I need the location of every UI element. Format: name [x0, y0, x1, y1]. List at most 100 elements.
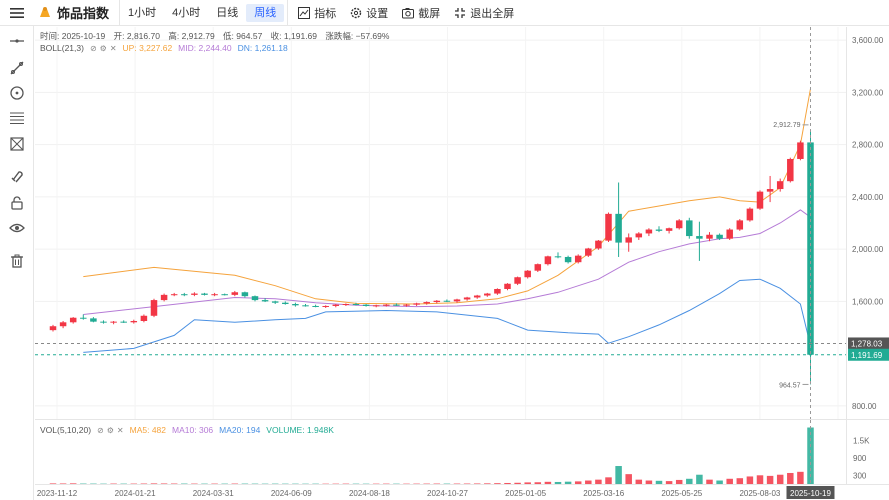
candle-body [332, 304, 340, 306]
settings-button[interactable]: 设置 [343, 0, 395, 26]
candle-body [463, 297, 471, 300]
vol-name: VOL(5,10,20) [40, 425, 92, 435]
candle-body [362, 304, 370, 306]
volume-bar [544, 481, 552, 484]
candle-body [292, 304, 299, 306]
fib-icon[interactable] [5, 107, 29, 129]
exit-fullscreen-icon [455, 7, 466, 18]
timeframe-4h[interactable]: 4小时 [172, 6, 201, 19]
exit-fullscreen-button[interactable]: 退出全屏 [447, 0, 521, 26]
price-axis[interactable]: 3,600.00 3,200.00 2,800.00 2,400.00 2,000.00… [846, 27, 889, 419]
indicator-button[interactable]: 指标 [291, 0, 343, 26]
candle-body [302, 305, 309, 307]
candle-body [605, 213, 612, 241]
candle-body [494, 288, 501, 294]
candle-body [675, 220, 683, 229]
volume-readout: VOLUME: 1.948K [266, 425, 334, 435]
timeframe-daily[interactable]: 日线 [216, 6, 239, 19]
volume-bar [797, 471, 804, 484]
volume-bar [706, 479, 713, 484]
candle-body [746, 208, 754, 221]
circle-tool-icon[interactable] [5, 82, 29, 104]
candle-body [484, 293, 491, 296]
timeframe-weekly[interactable]: 周线 [246, 3, 285, 22]
price-tick-label: 2,800.00 [852, 141, 884, 150]
boll-hide-icon[interactable]: ⊘ [89, 43, 97, 53]
boll-up-line [83, 88, 811, 305]
pane-divider[interactable] [35, 419, 889, 420]
candle-body [403, 304, 410, 306]
volume-bar [160, 483, 168, 484]
screenshot-label: 截屏 [418, 7, 441, 20]
ohlc-legend: 时间: 2025-10-19 开: 2,816.70 高: 2,912.79 低… [40, 30, 395, 42]
magnet-icon[interactable] [5, 165, 29, 187]
hamburger-menu-icon[interactable] [0, 0, 34, 26]
vol-ma10-readout: MA10: 306 [172, 425, 214, 435]
candle-body [201, 293, 208, 295]
candle-body [383, 304, 390, 306]
time-tick-label: 2024-10-27 [427, 489, 468, 498]
price-chart[interactable]: 2,912.79 964.57 [35, 27, 846, 419]
candle-body [544, 256, 552, 265]
boll-up-readout: UP: 3,227.62 [122, 43, 173, 53]
boll-close-icon[interactable]: ✕ [109, 43, 117, 53]
boll-dn-line [83, 278, 811, 353]
vol-hide-icon[interactable]: ⊘ [97, 425, 104, 435]
candle-body [221, 294, 228, 296]
candle-body [352, 304, 360, 306]
vol-settings-icon[interactable]: ⚙ [106, 425, 114, 435]
boll-settings-icon[interactable]: ⚙ [99, 43, 107, 53]
price-tick-label: 2,400.00 [852, 193, 884, 202]
gear-icon [351, 7, 362, 18]
volume-bar [574, 481, 582, 484]
vol-close-icon[interactable]: ✕ [116, 425, 124, 435]
drawing-toolbar [0, 26, 34, 500]
last-price-tag: 1,191.69 [851, 351, 883, 360]
horizontal-line-icon[interactable] [5, 30, 29, 52]
volume-bar [787, 472, 794, 484]
candle-body [524, 270, 531, 278]
indicator-icon [298, 6, 311, 19]
top-toolbar: 饰品指数 1小时 4小时 日线 周线 指标 设置 截屏 退出全屏 [0, 0, 889, 26]
timeframe-1h[interactable]: 1小时 [128, 6, 157, 19]
candle-body [231, 292, 239, 295]
candle-body [372, 305, 380, 307]
volume-bar [534, 482, 542, 484]
candle-body [251, 296, 259, 301]
candle-body [585, 248, 592, 256]
eye-icon[interactable] [5, 217, 29, 239]
time-axis[interactable]: 2023-11-12 2024-01-21 2024-03-31 2024-06-09… [35, 484, 889, 500]
screenshot-button[interactable]: 截屏 [395, 0, 447, 26]
candle-body [443, 300, 451, 302]
volume-bar [807, 427, 814, 484]
trend-line-icon[interactable] [5, 57, 29, 79]
volume-chart[interactable] [35, 420, 846, 484]
trash-icon[interactable] [5, 250, 29, 272]
candle-body [686, 220, 693, 237]
volume-bar [675, 479, 683, 484]
volume-bar [746, 476, 754, 484]
boll-name: BOLL(21,3) [40, 43, 84, 53]
price-tick-label: 3,600.00 [852, 36, 884, 45]
candle-body [797, 142, 804, 159]
toolbar-divider [287, 0, 289, 26]
candle-body [635, 233, 643, 238]
volume-bar [655, 480, 663, 484]
prev-price-tag-bg [848, 337, 889, 350]
pattern-icon[interactable] [5, 133, 29, 155]
volume-bar [665, 481, 673, 484]
volume-tick-label: 300 [853, 471, 867, 480]
volume-bar [69, 483, 77, 484]
candle-body [140, 315, 148, 321]
last-price-tag-bg [848, 348, 889, 361]
candle-body [100, 321, 107, 323]
high-annotation: 2,912.79 [773, 122, 800, 129]
volume-bar [473, 483, 481, 484]
low-annotation: 964.57 [779, 382, 801, 389]
brand-name: 饰品指数 [57, 6, 110, 21]
volume-bar [595, 479, 602, 484]
volume-bar [150, 483, 158, 484]
lock-icon[interactable] [5, 192, 29, 214]
boll-legend: BOLL(21,3) ⊘ ⚙ ✕ UP: 3,227.62 MID: 2,244… [40, 43, 288, 53]
